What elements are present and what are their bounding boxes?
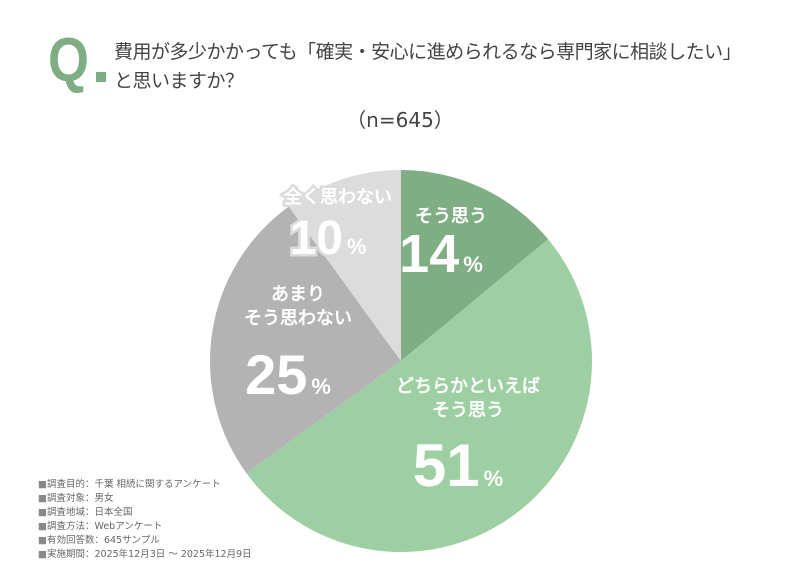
note-item: 調査対象：男女 — [38, 492, 252, 506]
pie-slice — [288, 170, 401, 361]
pie-slice — [209, 206, 401, 474]
note-item: 調査方法：Webアンケート — [38, 520, 252, 534]
note-item: 調査目的：千葉 相続に関するアンケート — [38, 478, 252, 492]
q-mark: Q — [48, 26, 89, 95]
note-item: 有効回答数：645サンプル — [38, 534, 252, 548]
slice-label-text: 全く思わない — [283, 186, 392, 208]
slice-label-text: そう思う — [432, 400, 504, 421]
pie-slice — [246, 239, 592, 552]
slice-label: 全く思わない 10% — [281, 184, 395, 268]
slice-value: 51% — [413, 432, 503, 499]
question-line-2: と思いますか？ — [114, 70, 244, 92]
note-item: 調査地域：日本全国 — [38, 506, 252, 520]
pie-slice — [401, 170, 549, 361]
slice-label-text: そう思わない — [244, 308, 352, 329]
q-dot — [96, 72, 106, 82]
question-text: 費用が多少かかっても「確実・安心に進められるなら専門家に相談したい」 と思います… — [114, 38, 742, 96]
slice-value: 25% — [245, 343, 331, 406]
sample-size: （n=645） — [346, 108, 454, 132]
survey-notes: 調査目的：千葉 相続に関するアンケート 調査対象：男女 調査地域：日本全国 調査… — [38, 478, 252, 562]
note-item: 実施期間：2025年12月3日 〜 2025年12月9日 — [38, 548, 252, 562]
slice-value: 14% — [399, 224, 483, 284]
slice-label-text: あまり — [271, 284, 325, 305]
slice-value: 10% — [290, 212, 367, 265]
slice-label-text: どちらかといえば — [396, 376, 540, 397]
slice-label-text: そう思う — [415, 206, 487, 227]
question-line-1: 費用が多少かかっても「確実・安心に進められるなら専門家に相談したい」 — [114, 41, 742, 63]
